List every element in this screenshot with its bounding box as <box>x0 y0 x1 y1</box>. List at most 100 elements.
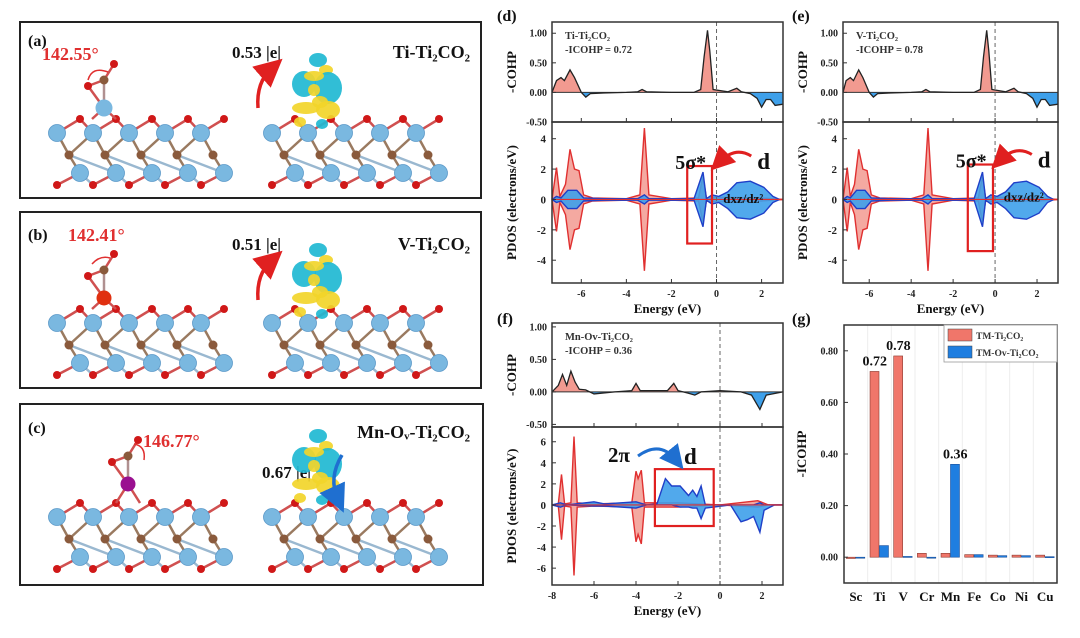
ti-atom <box>358 354 376 372</box>
c-atom <box>351 534 361 544</box>
bar-fe-series-1 <box>964 554 974 558</box>
charge-accumulation-lobe <box>304 447 324 457</box>
x-tick-label: V <box>898 589 908 604</box>
pdos-y-tick-label: 2 <box>832 164 838 176</box>
o-atom <box>363 115 371 123</box>
c-atom <box>315 150 325 160</box>
pdos-y-tick-label: -6 <box>537 563 547 575</box>
pdos-y-tick-label: -2 <box>537 225 547 237</box>
c-atom <box>423 150 433 160</box>
panel-label: (e) <box>792 8 810 25</box>
x-tick-label: 2 <box>1035 289 1040 300</box>
cohp-bonding-area <box>843 30 1021 93</box>
bar-co-series-1 <box>988 554 998 558</box>
ti-atom <box>371 124 389 142</box>
bar-sc-series-2 <box>855 556 866 559</box>
c-atom <box>423 340 433 350</box>
o-atom <box>435 115 443 123</box>
panel-frame <box>19 21 482 199</box>
ti-atom <box>71 548 89 566</box>
pdos-red-down-area <box>552 504 783 576</box>
o-atom <box>125 181 133 189</box>
orbital-label-d: dxz/dz² <box>1004 190 1044 205</box>
o-atom <box>125 371 133 379</box>
ti-atom <box>371 508 389 526</box>
charge-accumulation-lobe <box>292 102 320 114</box>
o-atom <box>340 371 348 379</box>
pdos-blue-up-curve <box>551 171 780 201</box>
chart-panel-g: (g) Sc Ti V Cr Mn Fe Co Ni Cu 0.720.78 0.36 0.00 0.2… <box>792 311 1058 604</box>
ti-atom <box>107 164 125 182</box>
bar-cu-series-2 <box>1044 556 1055 558</box>
pdos-y-tick-label: 4 <box>832 134 838 146</box>
pdos-blue-down-curve <box>842 198 1055 228</box>
o-atom <box>363 305 371 313</box>
bar-mn-series-1 <box>940 553 951 558</box>
legend-swatch <box>947 328 973 342</box>
ti-atom <box>48 124 66 142</box>
atomic-structure <box>48 243 448 379</box>
c-atom <box>123 451 133 461</box>
ti-atom <box>48 314 66 332</box>
pdos-blue-down-curve <box>551 198 780 228</box>
orbital-label-from: 5σ* <box>956 151 987 173</box>
system-label: Ti-Ti₂CO₂ <box>565 31 610 42</box>
x-axis-title: Energy (eV) <box>917 301 985 316</box>
pdos-y-tick-label: -4 <box>828 255 838 267</box>
bar-cu-series-1 <box>1035 554 1045 558</box>
charge-accumulation-lobe <box>294 493 306 503</box>
x-tick-label: 0 <box>993 289 998 300</box>
charge-accumulation-lobe <box>294 307 306 317</box>
ti-atom <box>156 314 174 332</box>
c-atom <box>279 150 289 160</box>
x-tick-label: -6 <box>577 289 585 300</box>
y-tick-label: 0.60 <box>821 398 839 409</box>
structure-panel-b: (b) 142.41° 0.51 |e| V-Ti₂CO₂ <box>19 211 482 389</box>
charge-accumulation-lobe <box>304 71 324 81</box>
ti-atom <box>192 508 210 526</box>
ti-atom <box>215 164 233 182</box>
panel-label: (g) <box>792 311 811 328</box>
electron-transfer-arrow <box>637 443 684 470</box>
pdos-frame <box>842 121 1059 284</box>
bond-angle-label: 142.55° <box>42 44 99 64</box>
pdos-y-tick-label: 2 <box>541 164 547 176</box>
charge-depletion-lobe <box>314 262 342 294</box>
o-atom <box>268 181 276 189</box>
o-atom <box>376 181 384 189</box>
ti-atom <box>215 548 233 566</box>
ti-atom <box>430 354 448 372</box>
charge-accumulation-lobe <box>308 84 320 96</box>
cohp-bonding-area <box>552 30 745 93</box>
o-atom <box>220 499 228 507</box>
orbital-label-to: d <box>684 444 697 469</box>
ti-atom <box>430 164 448 182</box>
ti-atom <box>143 164 161 182</box>
ti-atom <box>263 124 281 142</box>
c-atom <box>315 534 325 544</box>
ti-atom <box>179 164 197 182</box>
cohp-axis-title: -COHP <box>504 51 519 93</box>
pdos-y-tick-label: -4 <box>537 542 547 554</box>
o-atom <box>340 181 348 189</box>
c-atom <box>172 150 182 160</box>
ti-atom <box>371 314 389 332</box>
o-atom <box>76 305 84 313</box>
pdos-frame <box>551 426 784 586</box>
panel-frame <box>19 211 482 389</box>
ti-atom <box>286 164 304 182</box>
cohp-y-tick-label: 1.00 <box>821 29 839 40</box>
o-atom <box>304 181 312 189</box>
o-atom <box>89 181 97 189</box>
ti-atom <box>322 164 340 182</box>
o-atom <box>197 181 205 189</box>
pdos-y-tick-label: -2 <box>828 225 838 237</box>
ti-atom <box>335 508 353 526</box>
panel-label: (a) <box>28 33 47 50</box>
x-tick-label: Fe <box>967 589 981 604</box>
o-atom <box>412 371 420 379</box>
metal-atom <box>96 290 112 306</box>
bond-angle-arc <box>133 443 146 461</box>
cohp-antibonding-area <box>552 391 783 410</box>
c-atom <box>279 340 289 350</box>
